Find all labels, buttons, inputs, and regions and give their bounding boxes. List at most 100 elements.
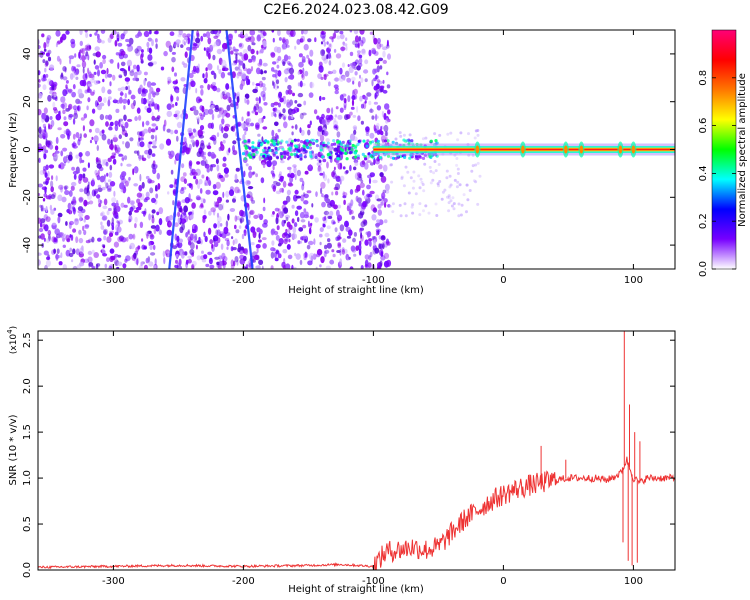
- spectrogram-noise-dot: [136, 198, 141, 204]
- spectrogram-noise-dot: [76, 64, 81, 68]
- spectrogram-noise-dot: [243, 229, 247, 233]
- spectrogram-noise-dot: [71, 166, 75, 171]
- spectrogram-faint-dot: [433, 160, 437, 163]
- spectrogram-x-tick-label: -100: [362, 275, 385, 286]
- spectrogram-noise-dot: [126, 43, 131, 47]
- spectrogram-noise-dot: [270, 51, 276, 57]
- spectrogram-noise-dot: [50, 209, 55, 215]
- spectrogram-noise-dot: [332, 253, 336, 258]
- spectrogram-faint-dot: [407, 191, 411, 195]
- spectrogram-noise-dot: [376, 79, 381, 83]
- spectrogram-noise-dot: [221, 112, 225, 119]
- spectrogram-noise-dot: [247, 260, 251, 267]
- spectrogram-noise-dot: [349, 266, 354, 269]
- spectrogram-noise-dot: [279, 171, 282, 176]
- spectrogram-noise-dot: [291, 125, 294, 129]
- spectrogram-noise-dot: [72, 105, 78, 111]
- spectrogram-noise-dot: [38, 157, 41, 163]
- spectrogram-noise-dot: [72, 133, 76, 140]
- spectrogram-noise-dot: [321, 113, 325, 120]
- spectrogram-noise-dot: [282, 200, 288, 205]
- spectrogram-noise-dot: [238, 225, 242, 229]
- snr-background: [38, 331, 675, 570]
- spectrogram-noise-dot: [78, 237, 84, 244]
- spectrogram-noise-dot: [234, 52, 240, 56]
- spectrogram-noise-dot: [335, 176, 341, 182]
- spectrogram-noise-dot: [222, 139, 226, 144]
- spectrogram-noise-dot: [253, 103, 260, 111]
- spectrogram-faint-dot: [400, 177, 404, 180]
- spectrogram-noise-dot: [157, 172, 160, 180]
- spectrogram-faint-dot: [473, 136, 477, 140]
- spectrogram-faint-dot: [410, 205, 414, 209]
- spectrogram-noise-dot: [130, 94, 136, 100]
- spectrogram-noise-dot: [171, 103, 175, 108]
- spectrogram-noise-dot: [256, 50, 259, 55]
- spectrogram-noise-dot: [177, 33, 182, 38]
- spectrogram-noise-dot: [89, 139, 93, 144]
- spectrogram-noise-dot: [239, 254, 245, 260]
- spectrogram-noise-dot: [353, 88, 358, 95]
- spectrogram-noise-dot: [107, 37, 112, 43]
- spectrogram-noise-dot: [270, 251, 275, 259]
- spectrogram-noise-dot: [230, 126, 234, 131]
- spectrogram-noise-dot: [323, 41, 327, 47]
- spectrogram-noise-dot: [336, 209, 340, 217]
- spectrogram-noise-dot: [373, 101, 378, 105]
- spectrogram-noise-dot: [325, 265, 331, 269]
- spectrogram-noise-dot: [72, 141, 76, 149]
- spectrogram-noise-dot: [218, 112, 222, 118]
- spectrogram-noise-dot: [271, 129, 275, 137]
- spectrogram-noise-dot: [339, 33, 345, 40]
- spectrogram-noise-dot: [129, 137, 134, 142]
- carrier-noise-dot: [345, 157, 349, 161]
- spectrogram-faint-dot: [398, 131, 402, 135]
- carrier-noise-dot: [378, 156, 383, 160]
- spectrogram-noise-dot: [199, 125, 205, 131]
- spectrogram-noise-dot: [231, 62, 237, 66]
- spectrogram-noise-dot: [318, 159, 322, 163]
- spectrogram-noise-dot: [325, 114, 331, 121]
- spectrogram-noise-dot: [255, 173, 258, 178]
- snr-y-tick-label: 0.5: [22, 516, 33, 532]
- spectrogram-noise-dot: [47, 140, 53, 146]
- spectrogram-noise-dot: [368, 100, 372, 106]
- carrier-noise-dot: [386, 139, 390, 143]
- spectrogram-faint-dot: [447, 209, 451, 213]
- spectrogram-noise-dot: [155, 193, 159, 199]
- spectrogram-noise-dot: [294, 100, 298, 104]
- spectrogram-noise-dot: [155, 43, 158, 49]
- spectrogram-noise-dot: [334, 227, 338, 233]
- spectrogram-noise-dot: [322, 223, 326, 228]
- spectrogram-noise-dot: [227, 33, 233, 42]
- spectrogram-noise-dot: [197, 182, 201, 189]
- spectrogram-noise-dot: [260, 44, 264, 49]
- spectrogram-noise-dot: [375, 230, 379, 236]
- spectrogram-noise-dot: [213, 72, 217, 80]
- spectrogram-noise-dot: [149, 187, 154, 194]
- spectrogram-faint-dot: [428, 165, 432, 169]
- spectrogram-noise-dot: [93, 59, 96, 65]
- carrier-noise-dot: [252, 153, 256, 157]
- spectrogram-noise-dot: [360, 265, 364, 269]
- carrier-noise-dot: [348, 151, 352, 155]
- spectrogram-faint-dot: [459, 213, 463, 217]
- spectrogram-noise-dot: [327, 52, 332, 59]
- spectrogram-noise-dot: [138, 154, 142, 161]
- spectrogram-noise-dot: [220, 243, 224, 250]
- spectrogram-noise-dot: [345, 170, 349, 174]
- spectrogram-noise-dot: [108, 207, 112, 212]
- spectrogram-noise-dot: [129, 206, 134, 212]
- spectrogram-noise-dot: [275, 72, 278, 79]
- spectrogram-noise-dot: [73, 66, 77, 74]
- spectrogram-noise-dot: [188, 143, 192, 150]
- spectrogram-noise-dot: [149, 30, 152, 35]
- spectrogram-noise-dot: [245, 163, 249, 167]
- spectrogram-noise-dot: [361, 160, 365, 165]
- spectrogram-noise-dot: [349, 133, 356, 141]
- spectrogram-noise-dot: [85, 32, 89, 39]
- spectrogram-noise-dot: [185, 147, 191, 155]
- spectrogram-noise-dot: [42, 84, 47, 91]
- spectrogram-noise-dot: [151, 123, 157, 127]
- spectrogram-noise-dot: [166, 103, 172, 110]
